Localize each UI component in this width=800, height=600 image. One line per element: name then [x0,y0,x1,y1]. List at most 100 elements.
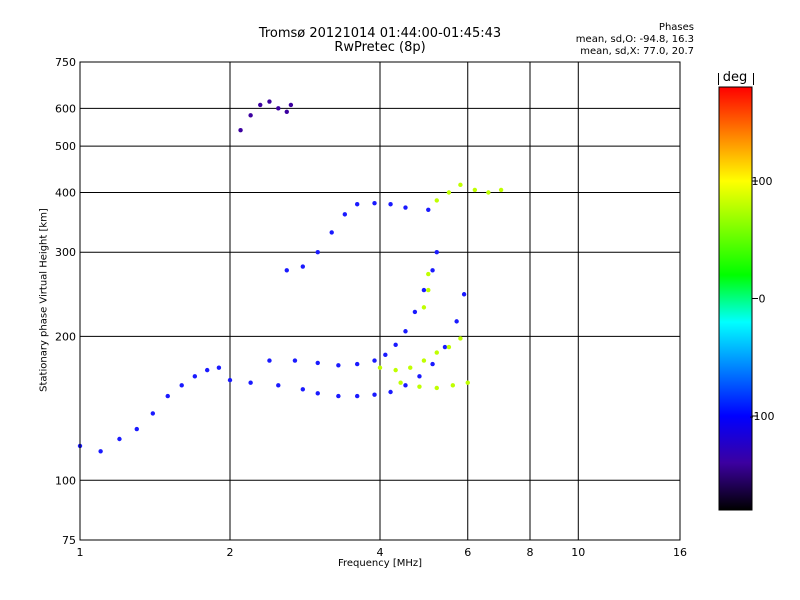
data-point [465,380,470,385]
data-point [292,358,298,363]
data-point [354,393,360,399]
data-point [288,102,294,108]
data-point [134,426,139,432]
data-point [446,190,452,195]
phases-o-stats: mean, sd,O: -94.8, 16.3 [575,34,694,45]
data-point [377,365,383,370]
data-point [388,202,393,207]
data-point [458,336,463,341]
data-point [434,385,439,391]
data-point [434,350,439,355]
x-tick-label: 4 [377,546,384,559]
y-tick-label: 75 [62,534,76,547]
data-point [486,190,491,195]
data-point [354,202,360,207]
data-point [98,449,103,454]
data-point [461,292,467,297]
colorbar [718,86,753,511]
y-tick-label: 300 [55,246,76,259]
colorbar-unit-bracket [718,73,754,85]
data-point [227,377,233,383]
data-point [284,109,289,115]
colorbar-ticks: 100 0 -100 [750,175,775,423]
colorbar-tick-label: 0 [759,293,766,306]
y-tick-label: 750 [55,56,76,69]
data-point [204,367,210,373]
data-point [426,207,431,213]
x-tick-label: 8 [527,546,534,559]
data-point [315,391,320,396]
data-point [454,319,459,324]
data-point [117,436,122,442]
data-point [472,187,478,193]
data-point [383,352,388,358]
data-point [165,393,170,399]
plot-frame [79,61,681,541]
chart-title: Tromsø 20121014 01:44:00-01:45:43 [258,26,502,41]
chart-subtitle: RwPretec (8p) [334,40,426,55]
data-point [192,374,198,379]
data-point [258,102,263,108]
data-point [372,358,377,363]
x-tick-label: 2 [227,546,234,559]
data-point [434,250,439,255]
data-point [372,200,377,206]
y-tick-label: 100 [55,474,76,487]
data-point [300,264,306,269]
data-point [388,389,393,395]
y-tick-label: 600 [55,102,76,115]
data-point [393,342,398,348]
colorbar-unit: deg [722,70,748,85]
data-point [342,212,348,217]
data-point [216,365,222,370]
data-point [398,380,403,385]
data-point [284,268,289,273]
data-point [300,387,306,392]
y-tick-label: 400 [55,186,76,199]
data-point [315,360,320,366]
colorbar-tick-label: 100 [752,175,773,188]
data-point [403,205,408,210]
x-tick-label: 10 [571,546,585,559]
data-point [442,344,448,350]
data-point [421,358,427,363]
x-tick-label: 1 [77,546,84,559]
data-point [426,271,431,277]
x-tick-label: 16 [673,546,687,559]
data-point [336,393,341,399]
grid-lines [80,62,680,540]
data-point [417,374,422,379]
x-tick-label: 6 [464,546,471,559]
data-point [498,187,504,193]
data-point [458,182,463,188]
data-point [403,329,408,334]
data-point [238,127,243,133]
data-point [329,230,334,235]
data-point [267,358,272,363]
y-tick-label: 500 [55,140,76,153]
data-point [336,363,341,368]
phases-x-stats: mean, sd,X: 77.0, 20.7 [580,46,694,57]
data-point [421,305,427,310]
data-point [430,361,435,367]
y-tick-labels: 75 100 200 300 400 500 600 750 [55,56,76,547]
data-point [276,383,281,388]
data-point [276,106,281,111]
data-point [450,383,456,388]
data-point [150,411,156,416]
x-axis-label: Frequency [MHz] [337,558,423,569]
data-point [434,198,439,203]
data-point [315,250,320,255]
data-point [408,365,413,370]
data-point [372,392,377,397]
data-point [421,287,427,293]
data-point [426,287,431,293]
data-point [403,383,408,388]
colorbar-tick-label: -100 [750,410,775,423]
data-point [393,367,398,373]
data-point [430,268,435,273]
data-point [267,99,272,104]
data-point [446,344,452,350]
data-points [77,99,504,454]
